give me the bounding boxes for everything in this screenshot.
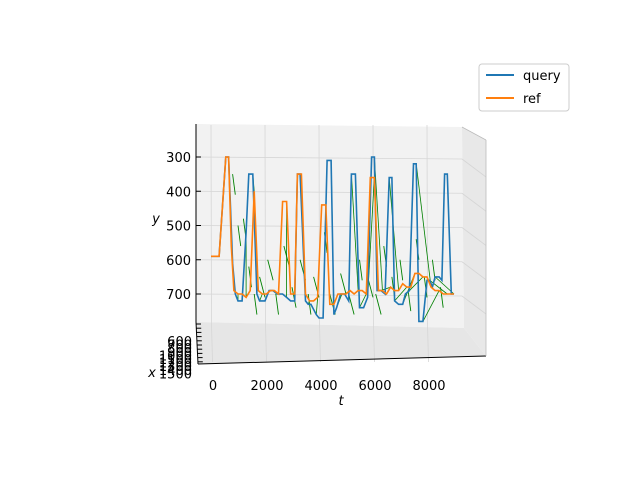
- tick-label-x: 1400: [159, 364, 192, 379]
- tick-label-x: 600: [167, 335, 192, 350]
- alignment-link: [232, 174, 236, 195]
- tick-label-t: 8000: [412, 379, 445, 394]
- alignment-link: [375, 293, 382, 315]
- x-axis-line: [195, 321, 199, 365]
- tick-label-x: 700: [167, 339, 192, 354]
- alignment-link: [348, 293, 355, 315]
- alignment-links: [230, 156, 455, 322]
- x-axis-label: x: [147, 366, 156, 381]
- alignment-link: [359, 259, 363, 281]
- alignment-link: [259, 293, 263, 301]
- grid-line-t-floor: [427, 323, 429, 363]
- tick-label-t: 4000: [304, 379, 337, 394]
- tick-label-x: 1100: [159, 353, 192, 368]
- grid-line-t: [210, 124, 212, 325]
- grid-line-t: [426, 124, 428, 325]
- grid-line-y: [195, 190, 463, 194]
- alignment-link: [315, 297, 319, 315]
- tick-label-y: 300: [166, 151, 191, 166]
- alignment-link: [440, 287, 444, 308]
- tick-label-y: 400: [166, 185, 191, 200]
- alignment-link: [275, 293, 279, 315]
- tick-label-x: 900: [167, 346, 192, 361]
- alignment-link: [351, 174, 359, 291]
- alignment-link: [409, 276, 424, 291]
- tick-label-x: 1300: [159, 360, 192, 375]
- alignment-link: [237, 225, 242, 247]
- alignment-link: [429, 279, 448, 295]
- grid-line-t-floor: [319, 323, 321, 363]
- pane-edge: [461, 126, 487, 141]
- tick-label-t: 2000: [250, 379, 283, 394]
- alignment-link: [407, 290, 412, 312]
- grid-line-t-floor: [373, 323, 375, 363]
- alignment-link: [359, 293, 367, 308]
- alignment-link: [253, 293, 258, 315]
- grid-line-y-side: [461, 227, 487, 246]
- y-axis-label: y: [151, 212, 160, 227]
- alignment-link: [394, 286, 408, 302]
- side-pane: [462, 127, 486, 356]
- grid-line-y-side: [461, 192, 487, 212]
- alignment-link: [373, 156, 383, 291]
- grid-line-t: [318, 124, 320, 325]
- tick-label-t: 6000: [358, 379, 391, 394]
- t-axis-label: t: [338, 394, 344, 409]
- alignment-link: [340, 273, 347, 295]
- series-lines: [211, 156, 454, 323]
- alignment-link: [422, 290, 440, 322]
- grid-line-y-side: [461, 158, 487, 178]
- tick-labels: 0 2000 4000 6000 800030040050060070060070080…: [159, 151, 446, 394]
- tick-label-y: 500: [166, 220, 191, 235]
- tick-label-y: 600: [166, 254, 191, 269]
- alignment-link: [399, 259, 404, 281]
- tick-label-x: 1200: [159, 357, 192, 372]
- axes: [195, 124, 487, 365]
- legend: query ref: [478, 63, 570, 112]
- tick-label-x: 1500: [159, 367, 192, 382]
- grid-line-t-floor: [265, 323, 267, 363]
- tick-label-y: 700: [166, 288, 191, 303]
- series-line-ref: [211, 156, 454, 306]
- t-axis-line: [197, 355, 487, 365]
- back-pane: [196, 124, 464, 328]
- grid-line-y-side: [461, 261, 487, 281]
- alignment-link: [267, 259, 274, 281]
- tick-label-x: 1000: [159, 349, 192, 364]
- legend-label-ref: ref: [523, 92, 541, 107]
- tick-label-x: 800: [167, 342, 192, 357]
- grid-line-y-side: [461, 295, 487, 315]
- grid-line-t-floor: [211, 323, 213, 363]
- grid-line-t: [264, 124, 266, 325]
- grid-line-t: [372, 124, 374, 325]
- alignment-link: [415, 163, 432, 288]
- legend-label-query: query: [523, 69, 561, 84]
- grid-line-y: [195, 156, 463, 160]
- floor-pane: [196, 322, 486, 364]
- tick-label-t: 0: [209, 379, 217, 394]
